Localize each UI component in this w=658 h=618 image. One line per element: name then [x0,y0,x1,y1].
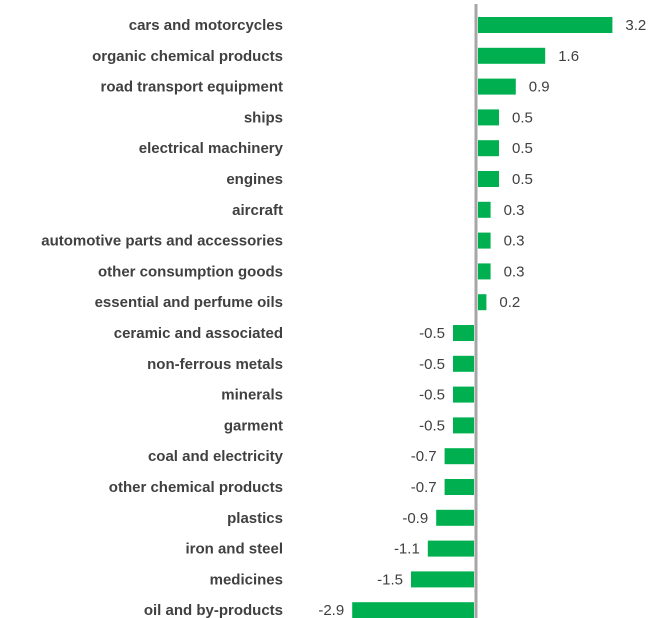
bar-12 [453,386,474,403]
bar-16 [436,509,474,526]
bar-19 [352,602,474,618]
value-label-11: -0.5 [419,356,445,373]
value-label-8: 0.3 [504,263,525,280]
bar-4 [478,140,499,157]
value-label-0: 3.2 [625,17,646,34]
value-label-5: 0.5 [512,171,533,188]
bar-14 [444,448,474,465]
value-label-4: 0.5 [512,140,533,157]
value-label-6: 0.3 [504,202,525,219]
category-label-4: electrical machinery [139,140,284,157]
bar-7 [478,232,491,249]
bar-10 [453,325,474,341]
bar-17 [427,540,474,557]
category-label-17: iron and steel [185,541,283,558]
bar-2 [478,78,516,95]
bar-18 [411,571,474,588]
category-label-5: engines [226,171,283,188]
category-labels: cars and motorcycles organic chemical pro… [41,17,283,618]
value-labels: 3.2 1.6 0.9 0.5 0.5 0.5 0.3 0.3 0.3 0.2 -0.5 -0.5 -0… [318,17,646,618]
value-label-7: 0.3 [504,233,525,250]
category-label-1: organic chemical products [92,48,283,65]
category-label-12: minerals [221,387,283,404]
value-label-19: -2.9 [318,602,344,618]
bar-6 [478,201,491,218]
value-label-17: -1.1 [394,541,420,558]
bar-15 [444,479,474,495]
bar-1 [478,47,546,64]
bar-9 [478,294,487,311]
category-label-2: road transport equipment [100,79,283,96]
value-label-9: 0.2 [499,294,520,311]
value-label-1: 1.6 [558,48,579,65]
category-label-11: non-ferrous metals [147,356,283,373]
category-label-6: aircraft [232,202,283,219]
value-label-14: -0.7 [411,448,437,465]
bar-11 [453,355,474,372]
category-label-3: ships [244,109,283,126]
category-label-10: ceramic and associated [114,325,283,342]
value-label-12: -0.5 [419,387,445,404]
value-label-13: -0.5 [419,417,445,434]
value-label-10: -0.5 [419,325,445,342]
category-label-16: plastics [227,510,283,527]
category-label-9: essential and perfume oils [95,294,283,311]
bars-group [352,17,613,618]
category-label-13: garment [224,417,283,434]
bar-5 [478,171,499,187]
value-label-16: -0.9 [402,510,428,527]
category-label-18: medicines [210,571,283,588]
bar-0 [478,17,613,33]
value-label-15: -0.7 [411,479,437,496]
category-label-14: coal and electricity [148,448,284,465]
bar-13 [453,417,474,434]
category-label-15: other chemical products [109,479,283,496]
bar-3 [478,109,499,126]
value-label-3: 0.5 [512,109,533,126]
category-label-7: automotive parts and accessories [41,233,283,250]
category-label-19: oil and by-products [144,602,283,618]
category-label-0: cars and motorcycles [129,17,283,34]
bar-8 [478,263,491,280]
category-label-8: other consumption goods [98,263,283,280]
value-label-2: 0.9 [529,79,550,96]
value-label-18: -1.5 [377,571,403,588]
